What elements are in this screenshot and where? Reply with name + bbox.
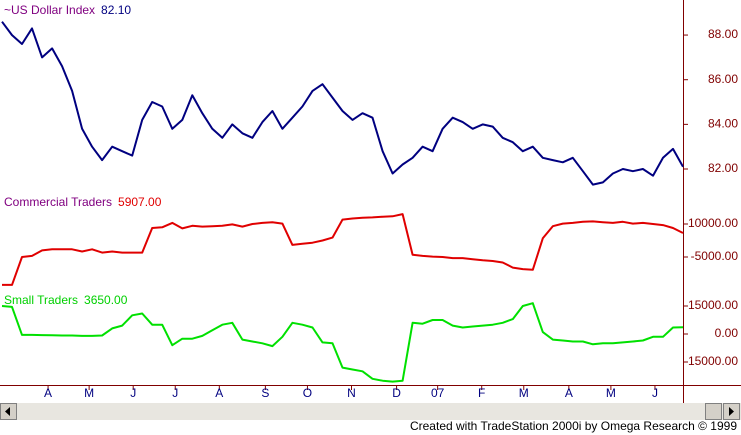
arrow-right	[729, 407, 734, 416]
x-tick-label: S	[261, 386, 269, 400]
y-tick-label: 0.00	[715, 326, 739, 340]
footer: Created with TradeStation 2000i by Omega…	[410, 419, 737, 433]
x-tick-label: A	[215, 386, 223, 400]
y-tick-label: 84.00	[708, 117, 738, 131]
x-tick-label: 07	[431, 386, 445, 400]
x-tick-label: M	[84, 386, 94, 400]
panel-value-label: 5907.00	[118, 195, 162, 209]
series-line	[2, 213, 684, 286]
y-tick-label: 10000.00	[688, 216, 738, 230]
y-tick-label: 88.00	[708, 27, 738, 41]
scroll-track	[0, 403, 741, 420]
y-tick-label: -5000.00	[691, 249, 739, 263]
panel-title-text: Small Traders	[4, 293, 78, 307]
panel-title: Commercial Traders 5907.00	[4, 195, 162, 209]
panel-value-label: 82.10	[101, 3, 131, 17]
x-tick-label: M	[606, 386, 616, 400]
panel-value-label: 3650.00	[84, 293, 128, 307]
panel-title-text: Commercial Traders	[4, 195, 112, 209]
x-tick-label: A	[44, 386, 52, 400]
x-tick-label: A	[565, 386, 573, 400]
x-tick-label: N	[347, 386, 356, 400]
scrollbar[interactable]	[0, 403, 741, 420]
x-tick-label: J	[652, 386, 658, 400]
y-tick-label: 82.00	[708, 161, 738, 175]
panel-title-text: ~US Dollar Index	[4, 3, 95, 17]
x-tick-label: M	[519, 386, 529, 400]
y-tick-label: 86.00	[708, 72, 738, 86]
x-tick-label: J	[172, 386, 178, 400]
x-tick-label: F	[478, 386, 485, 400]
arrow-left	[5, 407, 10, 416]
x-tick-label: D	[392, 386, 401, 400]
y-tick-label: -15000.00	[684, 354, 738, 368]
x-tick-label: J	[130, 386, 136, 400]
y-tick-label: 15000.00	[688, 298, 738, 312]
scroll-thumb[interactable]	[705, 403, 722, 420]
x-tick-label: O	[303, 386, 312, 400]
panel-title: Small Traders 3650.00	[4, 293, 128, 307]
series-line	[1, 302, 684, 383]
series-line	[1, 21, 684, 186]
panel-title: ~US Dollar Index 82.10	[4, 3, 131, 17]
